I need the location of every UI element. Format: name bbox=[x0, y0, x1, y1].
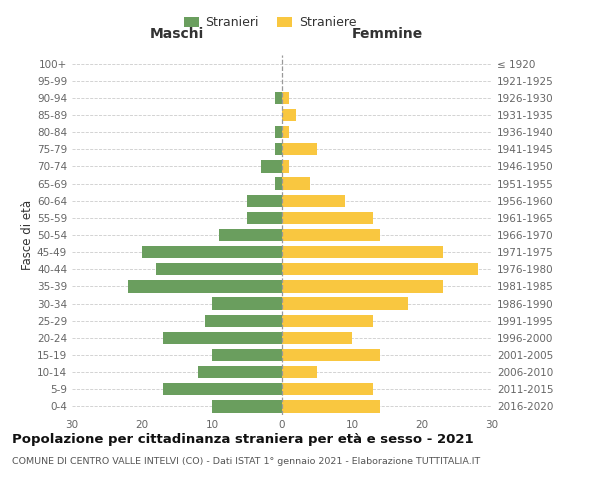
Bar bbox=[261, 160, 282, 172]
Bar bbox=[212, 349, 282, 361]
Bar bbox=[282, 314, 373, 327]
Bar bbox=[275, 143, 282, 156]
Bar bbox=[282, 109, 296, 121]
Bar bbox=[282, 332, 352, 344]
Bar bbox=[142, 246, 282, 258]
Bar bbox=[198, 366, 282, 378]
Bar bbox=[282, 143, 317, 156]
Text: Popolazione per cittadinanza straniera per età e sesso - 2021: Popolazione per cittadinanza straniera p… bbox=[12, 432, 473, 446]
Bar bbox=[282, 178, 310, 190]
Legend: Stranieri, Straniere: Stranieri, Straniere bbox=[179, 11, 361, 34]
Bar bbox=[282, 383, 373, 396]
Bar bbox=[282, 126, 289, 138]
Text: COMUNE DI CENTRO VALLE INTELVI (CO) - Dati ISTAT 1° gennaio 2021 - Elaborazione : COMUNE DI CENTRO VALLE INTELVI (CO) - Da… bbox=[12, 458, 480, 466]
Bar bbox=[212, 298, 282, 310]
Bar bbox=[275, 126, 282, 138]
Bar bbox=[282, 349, 380, 361]
Bar bbox=[282, 263, 478, 276]
Bar bbox=[282, 280, 443, 292]
Bar bbox=[282, 212, 373, 224]
Bar bbox=[156, 263, 282, 276]
Bar bbox=[247, 194, 282, 207]
Bar bbox=[282, 92, 289, 104]
Bar bbox=[282, 366, 317, 378]
Bar bbox=[282, 194, 345, 207]
Bar bbox=[219, 229, 282, 241]
Text: Maschi: Maschi bbox=[150, 28, 204, 42]
Bar bbox=[282, 229, 380, 241]
Y-axis label: Fasce di età: Fasce di età bbox=[21, 200, 34, 270]
Bar bbox=[212, 400, 282, 412]
Text: Femmine: Femmine bbox=[352, 28, 422, 42]
Bar bbox=[247, 212, 282, 224]
Bar bbox=[282, 160, 289, 172]
Bar bbox=[282, 400, 380, 412]
Bar bbox=[163, 383, 282, 396]
Bar bbox=[205, 314, 282, 327]
Bar bbox=[128, 280, 282, 292]
Bar bbox=[275, 178, 282, 190]
Bar bbox=[163, 332, 282, 344]
Bar bbox=[282, 246, 443, 258]
Bar bbox=[282, 298, 408, 310]
Bar bbox=[275, 92, 282, 104]
